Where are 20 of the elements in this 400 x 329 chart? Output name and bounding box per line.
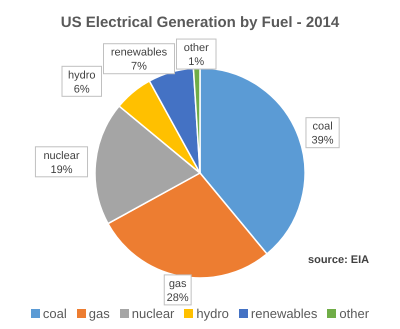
data-label: 19% xyxy=(50,164,73,176)
data-label: 6% xyxy=(74,83,90,96)
data-label: 28% xyxy=(166,292,189,304)
data-label: 1% xyxy=(188,56,204,68)
slice-label: hydro xyxy=(68,69,96,82)
slice-label: other xyxy=(184,42,210,54)
slice-label: gas xyxy=(168,278,188,290)
legend-label: hydro xyxy=(196,306,229,321)
data-label: 7% xyxy=(131,60,148,73)
slice-label: nuclear xyxy=(43,150,80,162)
legend-label: coal xyxy=(42,306,67,321)
slice-label: coal xyxy=(312,120,333,133)
chart-title: US Electrical Generation by Fuel - 2014 xyxy=(60,14,340,31)
legend-label: other xyxy=(339,306,370,321)
legend-label: gas xyxy=(88,306,110,321)
slice-label: renewables xyxy=(110,46,168,59)
data-label: 39% xyxy=(312,134,334,147)
legend-label: renewables xyxy=(250,306,318,321)
source-note: source: EIA xyxy=(308,254,370,266)
legend-label: nuclear xyxy=(132,306,174,321)
